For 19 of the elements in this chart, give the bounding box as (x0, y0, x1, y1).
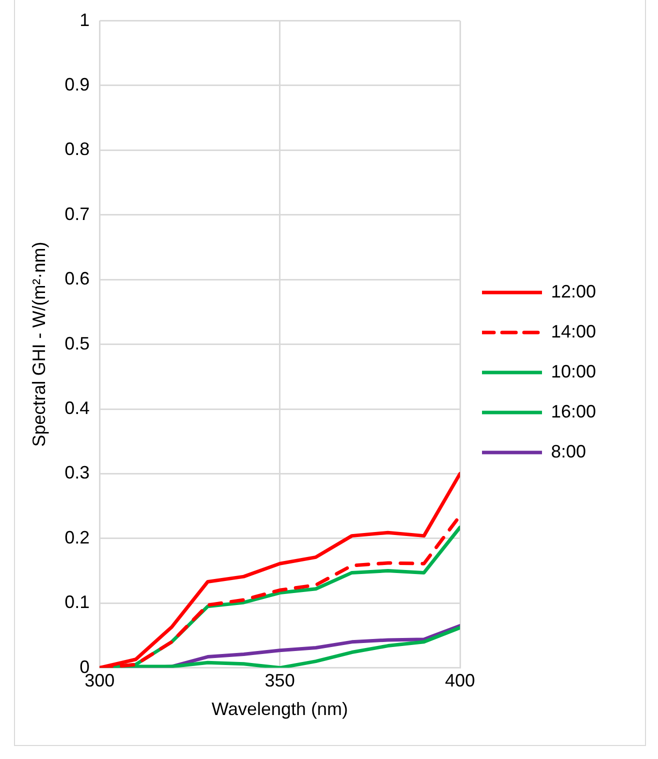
y-tick-label: 0.3 (64, 462, 90, 483)
y-tick-label: 0.1 (64, 592, 90, 612)
y-tick-label: 0.7 (64, 204, 90, 224)
legend-label: 10:00 (551, 361, 596, 382)
y-tick-label: 0.5 (64, 333, 90, 354)
x-axis-title: Wavelength (nm) (212, 699, 348, 720)
y-tick-label: 1 (80, 10, 90, 30)
y-tick-label: 0.8 (64, 139, 90, 160)
y-tick-label: 0.2 (64, 527, 90, 548)
y-tick-label: 0.9 (64, 74, 90, 94)
legend-label: 8:00 (551, 441, 586, 462)
legend-label: 12:00 (551, 281, 596, 302)
y-axis-title: Spectral GHI - W/(m²·nm) (28, 242, 49, 447)
y-tick-label: 0.4 (64, 398, 90, 418)
legend-label: 16:00 (551, 401, 596, 422)
legend-label: 14:00 (551, 321, 596, 342)
x-tick-label: 350 (264, 670, 295, 691)
y-tick-label: 0.6 (64, 268, 90, 289)
x-tick-label: 400 (444, 670, 476, 691)
